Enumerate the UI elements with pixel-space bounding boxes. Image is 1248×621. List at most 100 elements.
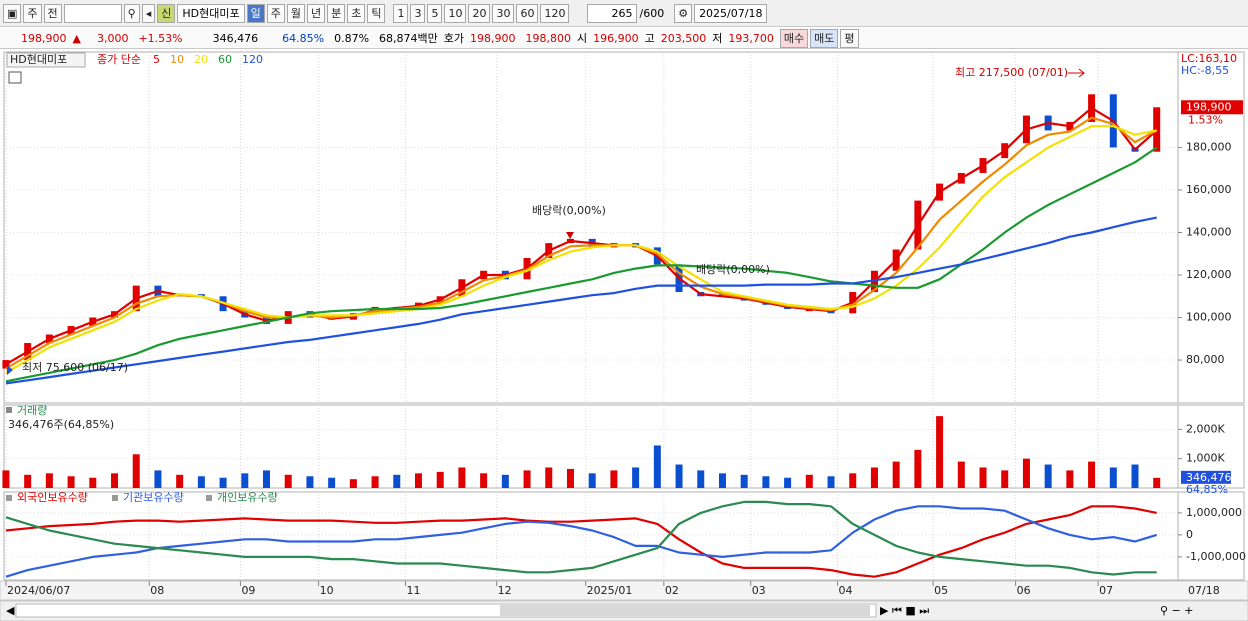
rate: +1.53% [138,31,183,45]
sell-button[interactable]: 매도 [810,28,839,48]
volume-bar [632,467,640,488]
turnover: 0.87% [334,31,370,45]
series-line [5,146,1158,383]
low-label: 저 [712,32,723,45]
x-axis-strip [0,580,1248,601]
code-input[interactable]: 010620 [63,3,122,23]
count-input[interactable]: 265 [587,3,638,23]
volume-bar [176,474,184,488]
volume-bar [914,449,922,488]
volume-bar [936,416,944,488]
view-select[interactable]: 주 [23,3,42,23]
volume-bar [284,474,292,488]
ma-label: 종가 단순 [97,53,141,66]
avg-button[interactable]: 평 [840,28,859,48]
unit-button[interactable]: 30 [492,3,515,23]
legend-entry: 개인보유수량 [217,491,278,504]
volume-bar [458,467,466,488]
period-button[interactable]: 틱 [367,3,386,23]
legend-swatch [6,495,12,501]
y-tick-label: 120,000 [1186,268,1232,281]
volume-bar [111,473,119,488]
date-input[interactable]: 2025/07/18 [694,3,768,23]
unit-button[interactable]: 5 [427,3,443,23]
last-volume-box [1181,470,1231,484]
unit-button[interactable]: 3 [410,3,426,23]
arrow: ▲ [72,31,81,45]
ask: 198,900 [470,31,516,45]
search-button[interactable]: ⚲ [123,3,140,23]
x-tick-label: 07 [1099,584,1113,597]
chart-bg [0,50,1248,601]
legend-entry: 외국인보유수량 [17,491,88,504]
volume-title: 거래량 [17,404,47,417]
series-line [5,125,1157,374]
volume-bar [784,477,792,488]
candle-body [1153,107,1161,152]
unit-button[interactable]: 120 [540,3,570,23]
volume-bar [566,468,574,488]
volume-bar [1001,470,1009,488]
volume-bar [2,470,10,488]
zoom-tools[interactable]: ⚲ − + [1160,604,1193,617]
scroll-left[interactable]: ◀ [6,604,15,617]
legend-swatch [112,495,118,501]
panel-icon [6,407,12,413]
open-label: 시 [577,32,588,45]
annotation: 배당락(0,00%) [696,263,770,276]
volume-bar [805,474,813,488]
buy-button[interactable]: 매수 [779,28,809,48]
unit-button[interactable]: 1 [393,3,409,23]
tool-button[interactable]: ⚙ [674,3,693,23]
lc-label: LC:163,10 [1181,52,1237,65]
stock-title: HD현대미포 [10,53,67,66]
sound-button[interactable]: ◂ [141,3,156,23]
unit-button[interactable]: 60 [516,3,539,23]
period-button[interactable]: 월 [286,3,305,23]
legend-entry: 기관보유수량 [123,491,184,504]
menu-button[interactable]: ▣ [3,3,22,23]
volume-subtitle: 346,476주(64,85%) [8,418,114,431]
volume-bar [718,473,726,488]
volume-bar [762,476,770,488]
scroll-thumb[interactable] [500,605,870,616]
period-button[interactable]: 분 [327,3,346,23]
volume-bar [957,461,965,488]
volume-bar [328,477,336,488]
unit-button[interactable]: 10 [444,3,467,23]
legend-entry: 120 [242,53,263,66]
y-tick-label: 0 [1186,528,1193,541]
annotation: 최저 75,600 (06/17) [22,361,128,374]
unit-button[interactable]: 20 [468,3,491,23]
volume-bar [1044,464,1052,488]
volume-bar [1066,470,1074,488]
vol-rate: 64.85% [282,31,325,45]
y-tick-label: 1,000,000 [1186,506,1242,519]
scroll-right[interactable]: ▶ ⏮ ■ ⏭ [880,604,929,617]
period-button[interactable]: 초 [347,3,366,23]
volume-bar [306,476,314,488]
y-tick-label: 160,000 [1186,183,1232,196]
prev-button[interactable]: 전 [43,3,62,23]
x-tick-label: 2024/06/07 [7,584,70,597]
panel-frame [3,51,1245,404]
high-arrow [1068,68,1085,78]
volume-bar [154,470,162,488]
volume-bar [24,474,32,488]
badge: 신 [157,3,176,23]
volume-bar [414,473,422,488]
period-button[interactable]: 년 [306,3,326,23]
volume-bar [545,467,553,488]
period-button[interactable]: 일 [246,3,265,23]
price: 198,900 [21,31,67,45]
period-button[interactable]: 주 [266,3,285,23]
volume-bar [979,467,987,488]
volume-bar [436,471,444,488]
x-tick-label: 08 [150,584,164,597]
series-line [5,505,1157,578]
volume-bar [675,464,683,488]
y-tick-label: 2,000K [1186,422,1225,435]
